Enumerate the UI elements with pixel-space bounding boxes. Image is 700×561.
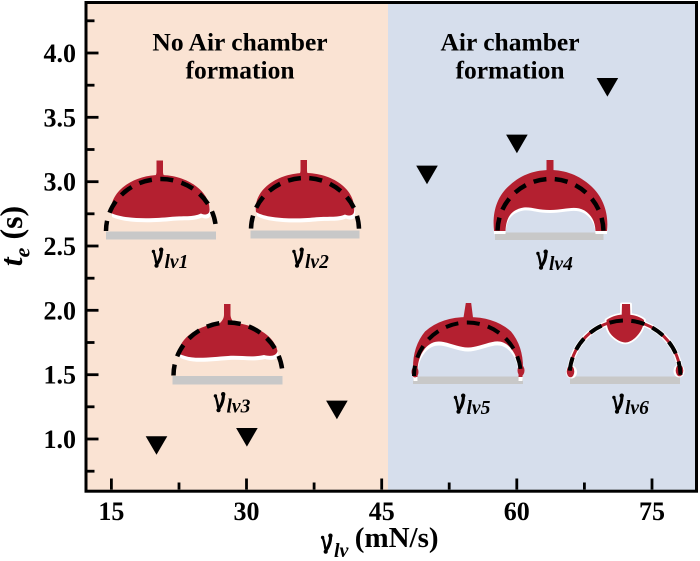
svg-text:lv1: lv1 bbox=[165, 252, 189, 273]
svg-text:lv2: lv2 bbox=[305, 252, 329, 273]
svg-text:lv3: lv3 bbox=[227, 397, 251, 418]
svg-text:lv6: lv6 bbox=[625, 398, 649, 419]
svg-text:(mN/s): (mN/s) bbox=[355, 522, 439, 554]
svg-text:formation: formation bbox=[185, 56, 294, 85]
svg-text:75: 75 bbox=[639, 497, 665, 526]
svg-text:1.0: 1.0 bbox=[44, 425, 77, 454]
svg-text:lv: lv bbox=[334, 540, 350, 561]
svg-text:15: 15 bbox=[98, 497, 124, 526]
svg-text:1.5: 1.5 bbox=[44, 361, 77, 390]
svg-text:60: 60 bbox=[504, 497, 530, 526]
svg-text:lv4: lv4 bbox=[549, 254, 573, 275]
svg-text:3.5: 3.5 bbox=[44, 103, 77, 132]
svg-text:4.0: 4.0 bbox=[44, 39, 77, 68]
svg-text:formation: formation bbox=[455, 56, 564, 85]
svg-text:lv5: lv5 bbox=[467, 398, 491, 419]
svg-text:Air chamber: Air chamber bbox=[440, 28, 579, 57]
svg-text:30: 30 bbox=[234, 497, 260, 526]
svg-text:te (s): te (s) bbox=[0, 206, 35, 266]
svg-text:2.0: 2.0 bbox=[44, 296, 77, 325]
svg-text:2.5: 2.5 bbox=[44, 232, 77, 261]
svg-text:3.0: 3.0 bbox=[44, 168, 77, 197]
svg-text:45: 45 bbox=[369, 497, 395, 526]
svg-text:No Air chamber: No Air chamber bbox=[152, 28, 327, 57]
